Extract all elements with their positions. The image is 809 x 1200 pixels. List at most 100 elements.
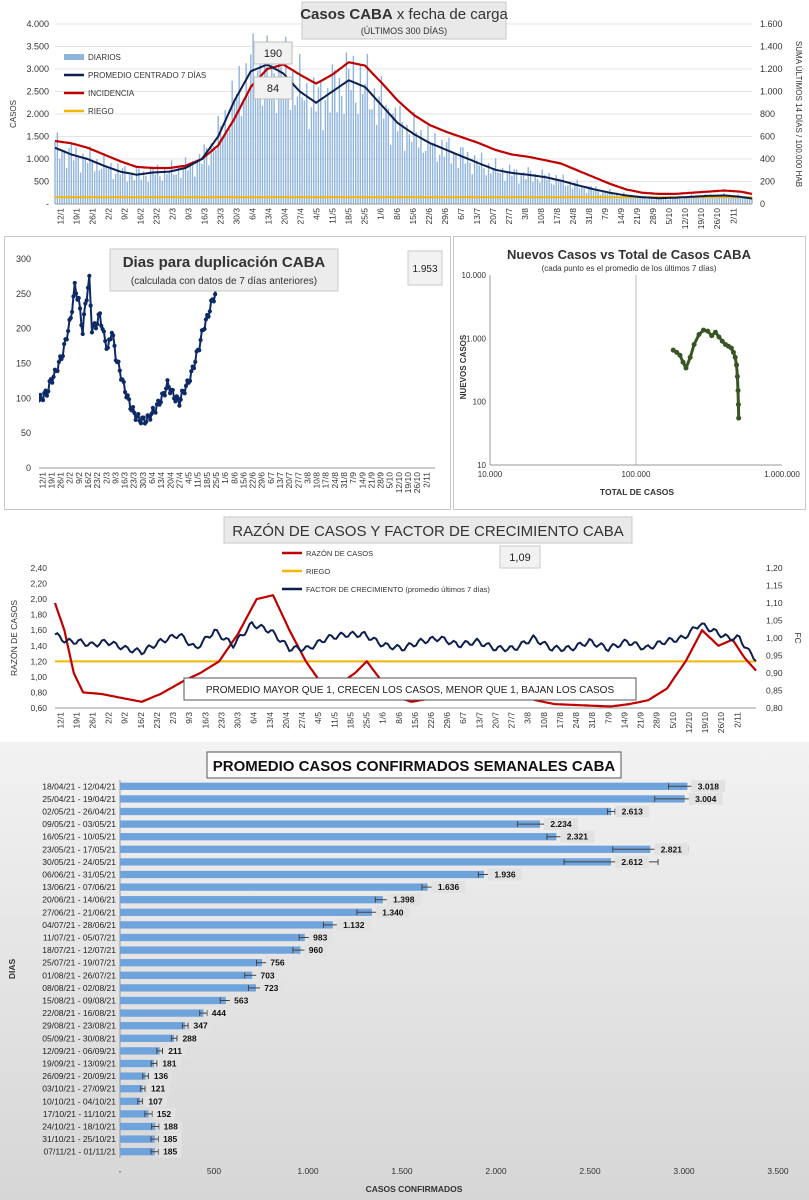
casos-daily-bar [466,151,469,204]
sem-data-label-bg [386,893,421,906]
dup-x-tick: 12/10 [394,472,404,494]
casos-daily-bar [676,195,679,204]
razon-x-tick: 13/4 [265,712,275,729]
dup-point [202,326,207,332]
casos-daily-bar [606,193,609,204]
sem-data-label-bg [304,944,328,957]
casos-daily-bar [581,185,583,204]
casos-x-tick: 3/8 [520,208,530,220]
casos-daily-bar [366,53,369,205]
casos-y2-tick: 800 [760,109,775,119]
dup-x-tick: 30/3 [138,472,148,489]
sem-category-label: 09/05/21 - 03/05/21 [42,819,116,829]
casos-daily-bar [152,169,154,204]
casos-daily-bar [215,150,217,204]
dup-point [168,391,173,396]
casos-daily-bar [693,197,695,204]
casos-daily-bar [483,168,485,204]
casos-legend-swatch [64,54,84,60]
casos-daily-bar [217,115,219,204]
casos-daily-bar [627,195,630,204]
razon-x-tick: 22/6 [426,712,436,729]
casos-daily-bar [567,185,569,204]
razon-x-tick: 12/1 [55,712,65,729]
sem-data-label-bg [543,818,578,831]
casos-daily-bar [138,168,140,204]
sem-data-label-bg [256,969,279,982]
sem-data-label-bg [431,881,466,894]
casos-daily-bar [410,141,413,204]
casos-daily-bar [618,196,620,204]
dup-x-tick: 13/7 [275,472,285,489]
casos-y2-tick: 0 [760,199,765,209]
sem-category-label: 23/05/21 - 17/05/21 [42,844,116,854]
dup-x-tick: 13/4 [156,472,166,489]
dup-x-tick: 22/6 [248,472,258,489]
casos-daily-bar [334,70,336,204]
casos-daily-bar [562,174,564,204]
dup-x-tick: 9/2 [74,472,84,484]
casos-daily-bar [499,172,501,204]
casos-daily-bar [478,165,480,204]
sem-data-label: 563 [234,996,248,1006]
casos-daily-bar [322,130,324,204]
dup-point [141,415,146,420]
sem-bar [120,996,226,1005]
dup-x-tick: 19/10 [403,472,413,494]
casos-daily-bar [338,77,341,204]
dup-x-tick: 28/9 [376,472,386,489]
casos-y-tick: 2.500 [26,87,49,97]
sem-bar [120,946,301,954]
casos-daily-bar [429,144,432,204]
casos-daily-bar [513,169,515,204]
casos-daily-bar [303,100,306,204]
casos-daily-bar [173,174,175,204]
casos-daily-bar [672,197,674,204]
dup-point [83,301,88,306]
dup-point [158,400,163,405]
casos-daily-bar [91,160,93,204]
casos-daily-bar [723,193,725,204]
razon-x-tick: 2/3 [168,712,178,724]
dup-point [62,341,67,347]
casos-daily-bar [159,176,161,204]
casos-daily-bar [287,83,289,204]
razon-chart: RAZÓN DE CASOS Y FACTOR DE CRECIMIENTO C… [9,516,803,733]
casos-x-tick: 9/2 [119,208,129,220]
casos-daily-bar [667,199,669,204]
dup-x-tick: 12/1 [37,472,47,489]
casos-daily-bar [170,160,173,204]
casos-ylabel: CASOS [9,100,18,128]
casos-y-tick: 2.000 [26,109,49,119]
casos-daily-bar [434,133,436,204]
casos-daily-bar [273,73,275,205]
dup-x-tick: 26/1 [56,472,66,489]
sem-category-label: 22/08/21 - 16/08/21 [42,1008,116,1018]
casos-daily-bar [585,192,588,204]
casos-daily-bar [590,186,592,204]
sem-data-label: 121 [151,1084,165,1094]
sem-category-label: 27/06/21 - 21/06/21 [42,907,116,917]
casos-daily-bar [746,199,749,204]
sem-data-label: 1.340 [382,907,404,917]
sem-category-label: 16/05/21 - 10/05/21 [42,832,116,842]
casos-daily-bar [385,104,387,204]
dup-point [68,315,73,321]
casos-daily-bar [508,164,511,204]
casos-daily-bar [480,152,483,204]
casos-daily-bar [707,196,709,204]
scatter-point [705,328,711,334]
casos-daily-bar [641,196,644,204]
sem-data-label-bg [229,994,253,1007]
casos-title-bold: Casos CABA [300,6,393,23]
casos-daily-bar [415,132,418,204]
razon-title: RAZÓN DE CASOS Y FACTOR DE CRECIMIENTO C… [232,523,623,540]
casos-daily-bar [317,87,320,204]
sem-bar [120,807,612,816]
casos-daily-bar [238,65,240,204]
casos-x-tick: 21/9 [632,208,642,225]
scatter-point [712,329,718,335]
casos-y2-tick: 1.600 [760,19,783,29]
casos-daily-bar [126,181,128,204]
dup-point [77,306,83,311]
